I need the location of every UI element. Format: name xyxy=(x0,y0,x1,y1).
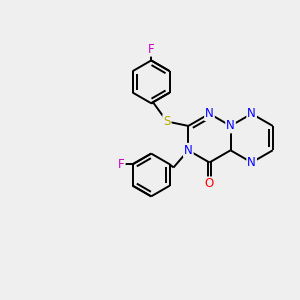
Text: F: F xyxy=(118,158,125,171)
Text: F: F xyxy=(148,43,154,56)
Text: N: N xyxy=(247,107,256,120)
Text: N: N xyxy=(184,144,193,157)
Text: N: N xyxy=(226,119,235,132)
Text: N: N xyxy=(247,156,256,169)
Text: O: O xyxy=(205,177,214,190)
Text: N: N xyxy=(205,107,214,120)
Text: S: S xyxy=(163,115,171,128)
